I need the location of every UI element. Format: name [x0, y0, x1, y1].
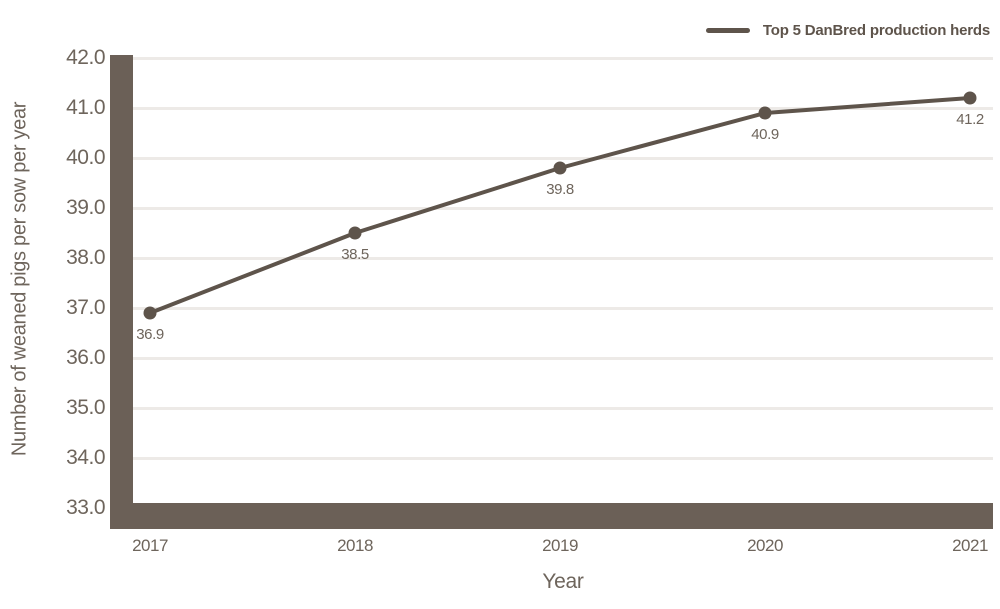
y-tick-label: 41.0: [66, 96, 105, 119]
x-tick-label: 2019: [542, 536, 578, 555]
y-axis-title: Number of weaned pigs per sow per year: [8, 101, 31, 457]
gridline: [133, 357, 993, 360]
y-tick-label: 37.0: [66, 296, 105, 319]
y-axis-bar: [110, 55, 133, 529]
data-point-label: 40.9: [751, 126, 779, 143]
x-tick-label: 2021: [952, 536, 988, 555]
legend-line-swatch-icon: [705, 28, 750, 33]
gridline: [133, 57, 993, 60]
data-point-label: 41.2: [956, 111, 984, 128]
y-tick-label: 42.0: [66, 46, 105, 69]
data-point-marker: [143, 306, 157, 320]
data-point-marker: [758, 106, 772, 120]
data-point-label: 39.8: [546, 181, 574, 198]
data-line: [148, 96, 972, 315]
data-point-marker: [553, 161, 567, 175]
gridline: [133, 307, 993, 310]
x-axis-bar: [110, 503, 993, 529]
x-axis-title: Year: [542, 570, 584, 593]
x-tick-label: 2020: [747, 536, 783, 555]
data-point-label: 36.9: [136, 326, 164, 343]
gridline: [133, 457, 993, 460]
data-point-label: 38.5: [341, 246, 369, 263]
legend-label: Top 5 DanBred production herds: [762, 22, 990, 39]
gridline: [133, 207, 993, 210]
data-point-marker: [963, 91, 977, 105]
y-tick-label: 33.0: [66, 496, 105, 519]
gridline: [133, 157, 993, 160]
y-tick-label: 34.0: [66, 446, 105, 469]
gridline: [133, 257, 993, 260]
gridline: [133, 407, 993, 410]
y-tick-label: 40.0: [66, 146, 105, 169]
y-tick-label: 35.0: [66, 396, 105, 419]
x-tick-label: 2017: [132, 536, 168, 555]
y-tick-label: 38.0: [66, 246, 105, 269]
gridline: [133, 107, 993, 110]
legend: Top 5 DanBred production herds: [705, 22, 990, 39]
data-point-marker: [348, 226, 362, 240]
y-tick-label: 36.0: [66, 346, 105, 369]
plot-area: 36.9 38.5 39.8 40.9 41.2: [136, 91, 984, 343]
y-tick-label: 39.0: [66, 196, 105, 219]
x-tick-label: 2018: [337, 536, 373, 555]
